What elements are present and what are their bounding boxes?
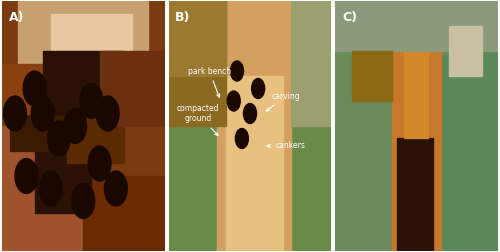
Bar — [84, 176, 164, 251]
Circle shape — [96, 96, 119, 131]
Bar — [168, 1, 226, 76]
Bar — [34, 126, 92, 213]
Bar — [336, 1, 498, 51]
Circle shape — [4, 96, 26, 131]
Bar — [352, 51, 393, 101]
Bar — [397, 139, 433, 251]
Circle shape — [48, 121, 70, 156]
Bar — [100, 51, 164, 126]
Bar — [392, 1, 441, 251]
Circle shape — [40, 171, 62, 206]
Bar — [404, 51, 428, 139]
Bar — [2, 64, 51, 113]
Text: compacted
ground: compacted ground — [176, 104, 219, 136]
Bar — [218, 1, 290, 251]
Bar — [67, 88, 124, 164]
Circle shape — [244, 104, 256, 123]
Bar — [51, 14, 132, 64]
Circle shape — [80, 83, 103, 118]
Bar — [433, 1, 498, 251]
Circle shape — [230, 61, 243, 81]
Bar — [2, 126, 84, 251]
Text: cankers: cankers — [267, 142, 306, 150]
Circle shape — [23, 71, 46, 106]
Bar — [168, 1, 226, 126]
Bar — [290, 1, 332, 126]
Circle shape — [32, 96, 54, 131]
Circle shape — [104, 171, 127, 206]
Circle shape — [88, 146, 111, 181]
Text: park bench: park bench — [188, 67, 231, 97]
Circle shape — [252, 79, 264, 99]
Bar — [10, 76, 75, 151]
Circle shape — [15, 159, 38, 194]
Circle shape — [227, 91, 240, 111]
Circle shape — [72, 183, 94, 218]
Text: carving: carving — [266, 91, 300, 111]
Bar — [42, 51, 124, 113]
Bar — [226, 76, 282, 251]
Text: B): B) — [175, 11, 190, 24]
Bar — [449, 26, 482, 76]
Bar — [168, 126, 332, 251]
Circle shape — [64, 109, 86, 143]
Bar — [18, 1, 148, 76]
Text: C): C) — [342, 11, 357, 24]
Circle shape — [236, 129, 248, 148]
Bar — [336, 1, 392, 251]
Text: A): A) — [8, 11, 24, 24]
